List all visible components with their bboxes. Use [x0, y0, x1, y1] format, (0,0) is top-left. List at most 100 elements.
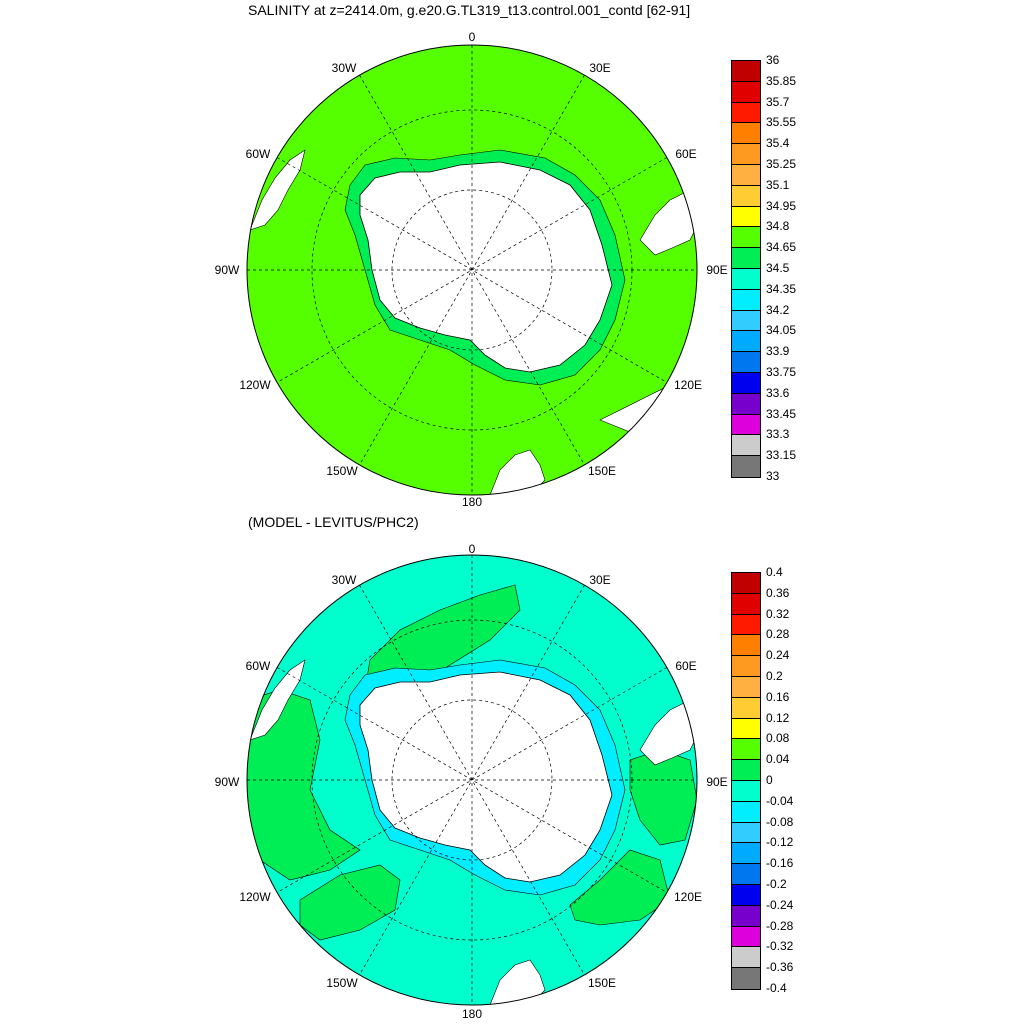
colorbar-tick-label: 35.4: [766, 136, 790, 151]
colorbar-tick-label: -0.4: [766, 981, 787, 995]
colorbar-swatch: [732, 614, 760, 636]
colorbar-tick-label: 0.4: [766, 565, 783, 579]
colorbar-swatch: [732, 739, 760, 761]
colorbar-tick-label: 0.04: [766, 752, 790, 767]
difference-longitude-labels: 0 30E 60E 90E 120E 150E 180 150W 120W 90…: [215, 542, 728, 1021]
colorbar-tick-label: 34.05: [766, 323, 797, 338]
colorbar-swatch: [732, 905, 760, 927]
colorbar-tick-label: 35.25: [766, 157, 797, 171]
colorbar-tick-label: -0.2: [766, 877, 787, 891]
colorbar-swatch: [732, 331, 760, 353]
colorbar-swatch: [732, 206, 760, 228]
colorbar-swatch: [732, 393, 760, 415]
colorbar-tick-label: -0.24: [766, 897, 794, 912]
salinity-longitude-labels: 0 30E 60E 90E 120E 150E 180 150W 120W 90…: [215, 30, 728, 509]
salinity-polar-map: 0 30E 60E 90E 120E 150E 180 150W 120W 90…: [215, 30, 728, 509]
colorbar-swatch: [732, 185, 760, 207]
lon-label-150w: 150W: [326, 464, 358, 478]
colorbar-tick-label: -0.04: [766, 793, 794, 808]
lon-label-90e: 90E: [706, 775, 727, 789]
colorbar-tick-label: 0: [766, 773, 773, 787]
colorbar-tick-label: 0.2: [766, 669, 783, 683]
lon-label-150e: 150E: [588, 464, 616, 478]
colorbar-tick-label: 36: [766, 53, 780, 67]
colorbar-swatch: [732, 310, 760, 332]
colorbar-swatch: [732, 352, 760, 373]
colorbar-swatch: [732, 926, 760, 948]
lon-label-30e: 30E: [589, 573, 610, 587]
colorbar-swatch: [732, 801, 760, 823]
colorbar-tick-label: 33.3: [766, 427, 790, 442]
positive-anomaly-southwest: [299, 864, 401, 941]
lon-label-30e: 30E: [589, 61, 610, 75]
colorbar-swatch: [732, 822, 760, 844]
colorbar-swatch: [732, 656, 760, 677]
colorbar-tick-label: 33.9: [766, 344, 790, 359]
colorbar-swatch: [732, 573, 760, 594]
colorbar-tick-label: 0.36: [766, 585, 790, 600]
colorbar-swatch: [732, 144, 760, 165]
colorbar-tick-label: -0.16: [766, 856, 794, 871]
lon-label-60w: 60W: [246, 659, 271, 673]
lon-label-90e: 90E: [706, 263, 727, 277]
colorbar-tick-label: 33.6: [766, 385, 790, 400]
colorbar-tick-label: 0.16: [766, 689, 790, 704]
colorbar-swatch: [732, 227, 760, 249]
colorbar-tick-label: -0.28: [766, 918, 794, 933]
lon-label-120w: 120W: [239, 890, 271, 904]
colorbar-swatch: [732, 372, 760, 394]
lon-label-30w: 30W: [332, 61, 357, 75]
colorbar-tick-label: 34.95: [766, 198, 797, 213]
lon-label-120w: 120W: [239, 378, 271, 392]
lon-label-60e: 60E: [675, 147, 696, 161]
colorbar-swatch: [732, 676, 760, 698]
lon-label-180: 180: [462, 495, 482, 509]
colorbar-tick-label: 34.2: [766, 302, 790, 317]
colorbar-tick-label: 0.12: [766, 710, 790, 725]
colorbar-tick-label: 33.45: [766, 406, 797, 421]
colorbar-tick-label: 35.85: [766, 73, 797, 88]
south-america-land-bottom: [249, 659, 306, 741]
lon-label-60e: 60E: [675, 659, 696, 673]
colorbar-tick-label: 35.1: [766, 177, 790, 192]
lon-label-180: 180: [462, 1007, 482, 1021]
colorbar-swatch: [732, 760, 760, 781]
colorbar-tick-label: -0.08: [766, 814, 794, 829]
difference-polar-map: 0 30E 60E 90E 120E 150E 180 150W 120W 90…: [215, 542, 728, 1021]
lon-label-90w: 90W: [215, 775, 240, 789]
colorbar-tick-label: 34.8: [766, 219, 790, 234]
south-america-land: [249, 149, 306, 231]
colorbar-swatch: [732, 164, 760, 186]
salinity-graticule: [247, 45, 697, 495]
africa-land: [639, 189, 697, 256]
lon-label-30w: 30W: [332, 573, 357, 587]
colorbar-swatch: [732, 780, 760, 802]
colorbar-swatch: [732, 968, 760, 989]
colorbar-tick-label: 34.35: [766, 281, 797, 296]
colorbar-swatch: [732, 435, 760, 457]
colorbar-swatch: [732, 635, 760, 657]
colorbar-swatch: [732, 884, 760, 906]
colorbar-swatch: [732, 456, 760, 477]
salinity-colorbar: [731, 60, 761, 478]
colorbar-tick-label: 0.08: [766, 731, 790, 746]
lon-label-120e: 120E: [674, 890, 702, 904]
colorbar-tick-label: 0.28: [766, 627, 790, 642]
lon-label-150w: 150W: [326, 976, 358, 990]
colorbar-tick-label: 35.7: [766, 94, 790, 109]
lon-label-0: 0: [469, 30, 476, 44]
colorbar-swatch: [732, 697, 760, 719]
difference-map-title: (MODEL - LEVITUS/PHC2): [248, 514, 419, 530]
salinity-map-title: SALINITY at z=2414.0m, g.e20.G.TL319_t13…: [248, 2, 691, 18]
colorbar-swatch: [732, 81, 760, 103]
lon-label-0: 0: [469, 542, 476, 556]
colorbar-swatch: [732, 947, 760, 969]
colorbar-tick-label: 33: [766, 469, 780, 483]
colorbar-swatch: [732, 61, 760, 82]
lon-label-120e: 120E: [674, 378, 702, 392]
colorbar-tick-label: -0.12: [766, 835, 794, 850]
colorbar-tick-label: -0.32: [766, 939, 794, 954]
colorbar-tick-label: 33.75: [766, 365, 797, 379]
colorbar-swatch: [732, 864, 760, 885]
